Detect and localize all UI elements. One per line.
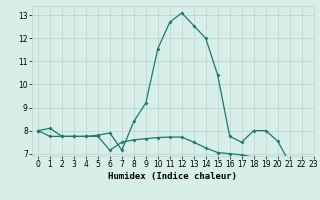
X-axis label: Humidex (Indice chaleur): Humidex (Indice chaleur) — [108, 172, 237, 181]
